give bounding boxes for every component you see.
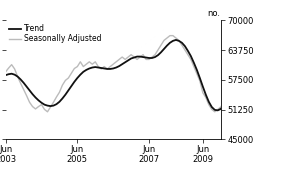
Seasonally Adjusted	[46, 111, 49, 113]
Trend	[79, 74, 82, 76]
Seasonally Adjusted	[79, 61, 82, 63]
Seasonally Adjusted	[82, 66, 85, 68]
Trend	[258, 34, 261, 36]
Trend	[10, 73, 13, 75]
Seasonally Adjusted	[159, 44, 163, 46]
Trend	[264, 35, 267, 37]
Seasonally Adjusted	[264, 35, 267, 37]
Seasonally Adjusted	[255, 29, 258, 31]
Seasonally Adjusted	[210, 108, 213, 111]
Legend: Trend, Seasonally Adjusted: Trend, Seasonally Adjusted	[9, 24, 102, 43]
Line: Seasonally Adjusted: Seasonally Adjusted	[6, 30, 265, 112]
Text: no.: no.	[208, 9, 221, 18]
Seasonally Adjusted	[135, 58, 139, 61]
Trend	[4, 74, 7, 76]
Trend	[216, 109, 219, 111]
Trend	[207, 101, 211, 103]
Trend	[156, 54, 160, 56]
Seasonally Adjusted	[10, 64, 13, 66]
Line: Trend: Trend	[6, 35, 265, 110]
Trend	[76, 77, 79, 79]
Trend	[132, 56, 136, 58]
Seasonally Adjusted	[4, 71, 7, 73]
